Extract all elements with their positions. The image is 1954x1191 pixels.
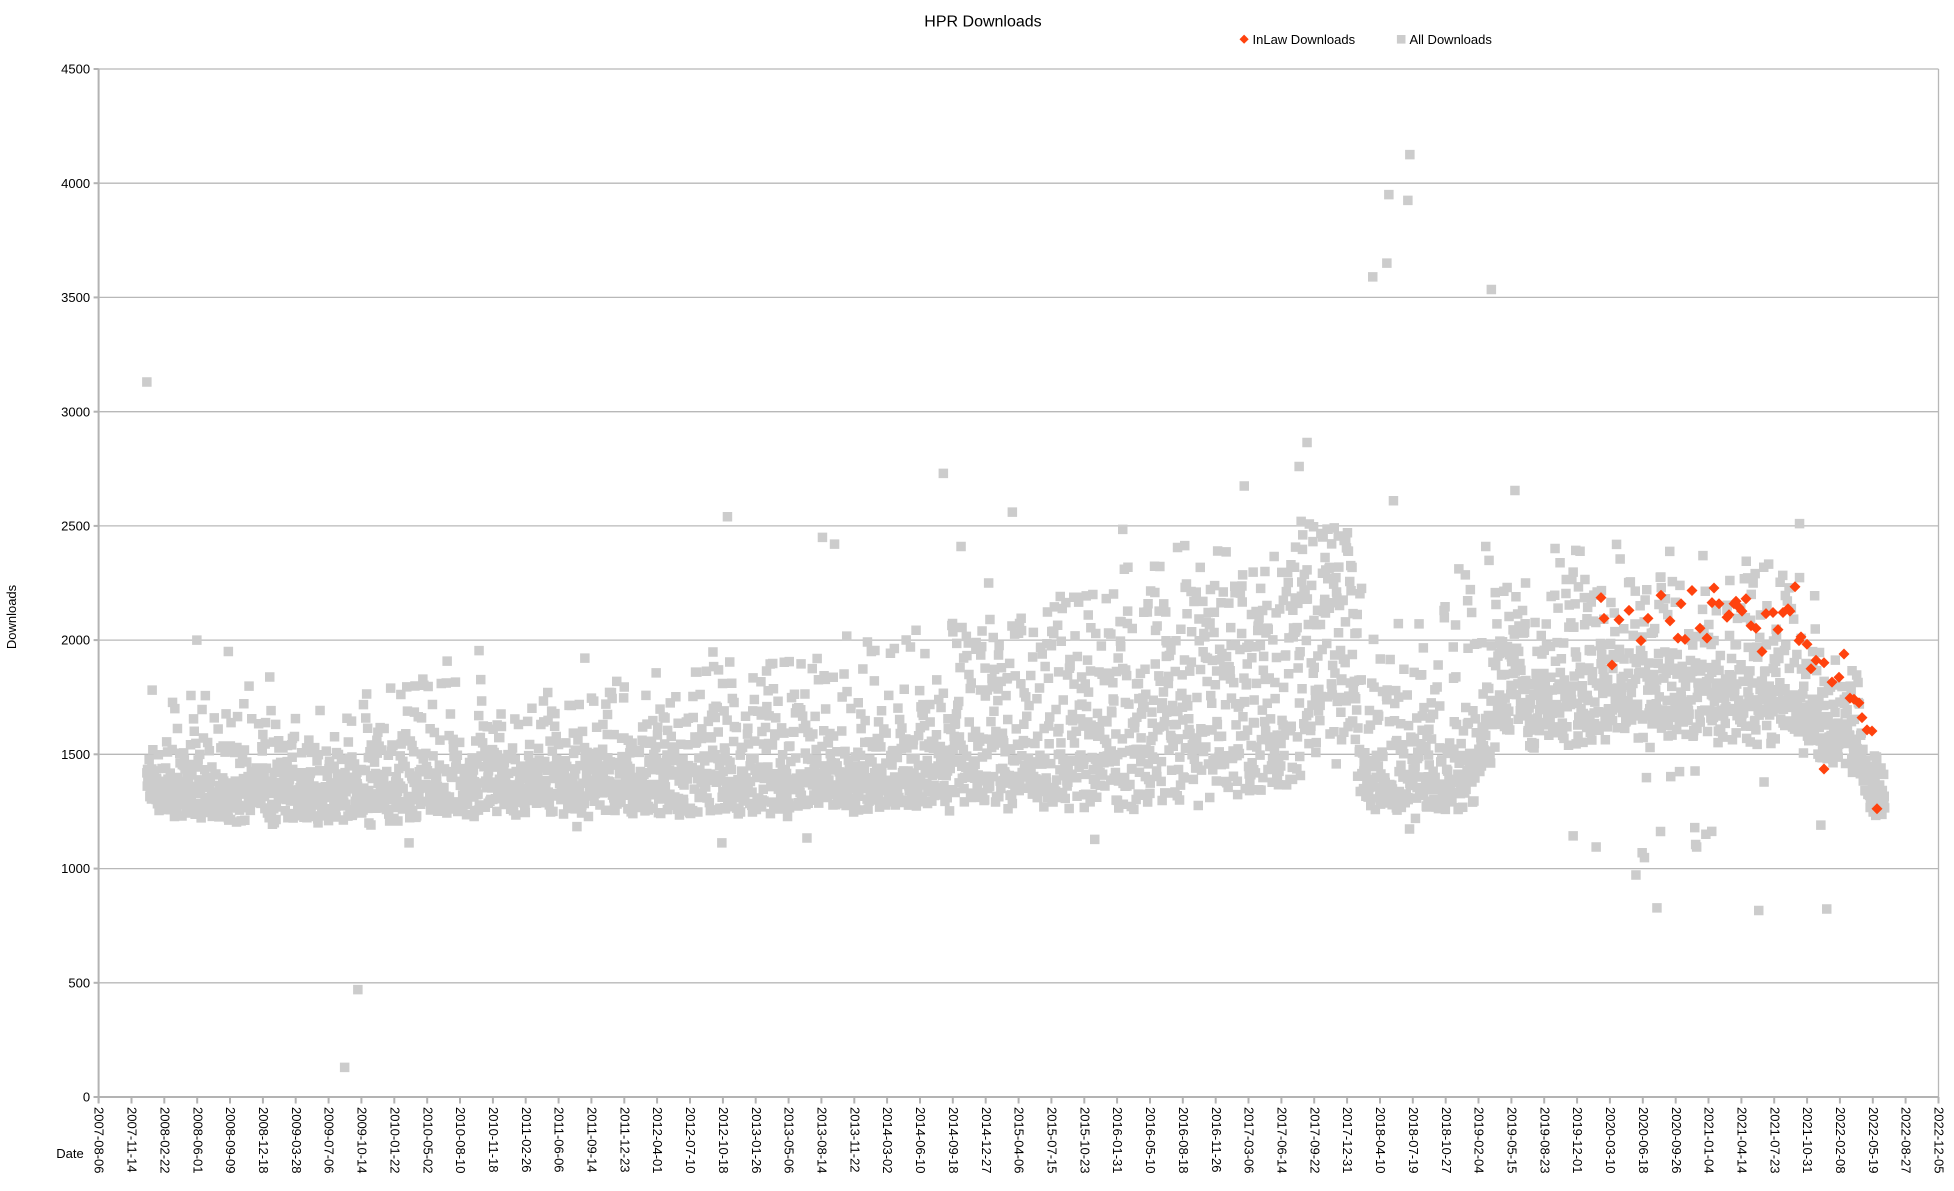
svg-text:2010-08-10: 2010-08-10 — [453, 1107, 468, 1174]
svg-text:2016-08-18: 2016-08-18 — [1176, 1107, 1191, 1174]
svg-text:2013-08-14: 2013-08-14 — [815, 1107, 830, 1174]
svg-text:2017-06-14: 2017-06-14 — [1275, 1107, 1290, 1174]
svg-text:2014-09-18: 2014-09-18 — [946, 1107, 961, 1174]
svg-text:3000: 3000 — [61, 404, 90, 419]
svg-text:2008-02-22: 2008-02-22 — [157, 1107, 172, 1174]
svg-text:2022-05-19: 2022-05-19 — [1866, 1107, 1881, 1174]
svg-text:InLaw Downloads: InLaw Downloads — [1253, 32, 1356, 47]
svg-text:4000: 4000 — [61, 176, 90, 191]
svg-text:2008-06-01: 2008-06-01 — [190, 1107, 205, 1174]
svg-text:2010-01-22: 2010-01-22 — [387, 1107, 402, 1174]
svg-text:2018-07-19: 2018-07-19 — [1406, 1107, 1421, 1174]
svg-text:2019-05-15: 2019-05-15 — [1505, 1107, 1520, 1174]
svg-text:1000: 1000 — [61, 861, 90, 876]
svg-text:2013-11-22: 2013-11-22 — [847, 1107, 862, 1173]
svg-text:2021-07-23: 2021-07-23 — [1767, 1107, 1782, 1174]
svg-text:2020-09-26: 2020-09-26 — [1669, 1107, 1684, 1174]
svg-text:2016-11-26: 2016-11-26 — [1209, 1107, 1224, 1173]
svg-text:2007-11-14: 2007-11-14 — [125, 1107, 140, 1173]
svg-text:2022-08-27: 2022-08-27 — [1899, 1107, 1914, 1174]
svg-text:2011-06-06: 2011-06-06 — [552, 1107, 567, 1173]
svg-text:2021-01-04: 2021-01-04 — [1702, 1107, 1717, 1174]
svg-text:2011-02-26: 2011-02-26 — [519, 1107, 534, 1173]
svg-text:2014-06-10: 2014-06-10 — [913, 1107, 928, 1174]
svg-text:2012-10-18: 2012-10-18 — [716, 1107, 731, 1174]
svg-text:2013-01-26: 2013-01-26 — [749, 1107, 764, 1174]
svg-text:2017-03-06: 2017-03-06 — [1242, 1107, 1257, 1174]
svg-text:2014-12-27: 2014-12-27 — [979, 1107, 994, 1174]
svg-text:2016-01-31: 2016-01-31 — [1110, 1107, 1125, 1174]
svg-text:2016-05-10: 2016-05-10 — [1143, 1107, 1158, 1174]
svg-text:2009-07-06: 2009-07-06 — [322, 1107, 337, 1174]
svg-text:2011-12-23: 2011-12-23 — [617, 1107, 632, 1173]
svg-text:2009-03-28: 2009-03-28 — [289, 1107, 304, 1174]
svg-text:2010-05-02: 2010-05-02 — [420, 1107, 435, 1174]
svg-text:2014-03-02: 2014-03-02 — [880, 1107, 895, 1174]
svg-text:2019-02-04: 2019-02-04 — [1472, 1107, 1487, 1174]
svg-text:500: 500 — [68, 975, 90, 990]
svg-text:2018-10-27: 2018-10-27 — [1439, 1107, 1454, 1174]
svg-text:1500: 1500 — [61, 747, 90, 762]
svg-text:2010-11-18: 2010-11-18 — [486, 1107, 501, 1173]
svg-text:2017-09-22: 2017-09-22 — [1307, 1107, 1322, 1174]
svg-text:2020-06-18: 2020-06-18 — [1636, 1107, 1651, 1174]
svg-text:2021-04-14: 2021-04-14 — [1735, 1107, 1750, 1174]
svg-text:All Downloads: All Downloads — [1410, 32, 1493, 47]
svg-text:2013-05-06: 2013-05-06 — [782, 1107, 797, 1174]
svg-text:2018-04-10: 2018-04-10 — [1373, 1107, 1388, 1174]
svg-text:2009-10-14: 2009-10-14 — [354, 1107, 369, 1174]
svg-text:2012-04-01: 2012-04-01 — [650, 1107, 665, 1174]
svg-text:2015-10-23: 2015-10-23 — [1077, 1107, 1092, 1174]
svg-text:2011-09-14: 2011-09-14 — [585, 1107, 600, 1173]
svg-text:2000: 2000 — [61, 633, 90, 648]
svg-text:3500: 3500 — [61, 290, 90, 305]
svg-text:2008-12-18: 2008-12-18 — [256, 1107, 271, 1174]
svg-text:2017-12-31: 2017-12-31 — [1340, 1107, 1355, 1174]
svg-text:2019-12-01: 2019-12-01 — [1570, 1107, 1585, 1174]
svg-text:2012-07-10: 2012-07-10 — [683, 1107, 698, 1174]
svg-text:2020-03-10: 2020-03-10 — [1603, 1107, 1618, 1174]
svg-text:Date: Date — [56, 1146, 83, 1161]
svg-text:2022-12-05: 2022-12-05 — [1932, 1107, 1947, 1174]
svg-text:2007-08-06: 2007-08-06 — [92, 1107, 107, 1174]
svg-text:2022-02-08: 2022-02-08 — [1833, 1107, 1848, 1174]
svg-text:2008-09-09: 2008-09-09 — [223, 1107, 238, 1174]
svg-text:Downloads: Downloads — [4, 584, 19, 649]
svg-text:HPR Downloads: HPR Downloads — [924, 14, 1041, 31]
svg-text:2021-10-31: 2021-10-31 — [1800, 1107, 1815, 1174]
svg-text:2019-08-23: 2019-08-23 — [1537, 1107, 1552, 1174]
svg-text:0: 0 — [83, 1090, 90, 1105]
svg-text:4500: 4500 — [61, 62, 90, 77]
svg-text:2015-07-15: 2015-07-15 — [1045, 1107, 1060, 1174]
svg-text:2500: 2500 — [61, 519, 90, 534]
svg-text:2015-04-06: 2015-04-06 — [1012, 1107, 1027, 1174]
